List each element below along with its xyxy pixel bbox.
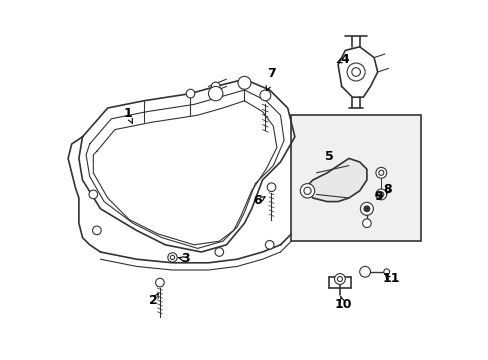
Circle shape bbox=[346, 63, 365, 81]
Circle shape bbox=[215, 248, 223, 256]
Circle shape bbox=[266, 183, 275, 192]
Circle shape bbox=[155, 278, 164, 287]
Circle shape bbox=[211, 82, 220, 91]
Circle shape bbox=[383, 269, 389, 275]
Circle shape bbox=[240, 78, 248, 87]
Text: 4: 4 bbox=[336, 53, 348, 66]
Circle shape bbox=[375, 189, 386, 200]
Text: 1: 1 bbox=[123, 107, 132, 123]
Circle shape bbox=[167, 253, 177, 262]
Circle shape bbox=[303, 187, 310, 194]
Circle shape bbox=[375, 167, 386, 178]
Circle shape bbox=[378, 170, 383, 175]
Text: 6: 6 bbox=[252, 194, 261, 207]
Circle shape bbox=[359, 266, 370, 277]
Text: 3: 3 bbox=[181, 252, 189, 265]
Circle shape bbox=[265, 240, 273, 249]
Polygon shape bbox=[305, 158, 366, 202]
Circle shape bbox=[334, 274, 345, 284]
Circle shape bbox=[208, 86, 223, 101]
Circle shape bbox=[89, 190, 98, 199]
Circle shape bbox=[378, 192, 383, 197]
Circle shape bbox=[260, 90, 270, 101]
Circle shape bbox=[337, 276, 342, 282]
Text: 10: 10 bbox=[334, 298, 351, 311]
Circle shape bbox=[300, 184, 314, 198]
Circle shape bbox=[170, 255, 174, 260]
Circle shape bbox=[186, 89, 194, 98]
Bar bbox=[291, 115, 420, 241]
Text: 5: 5 bbox=[324, 150, 333, 163]
Text: 9: 9 bbox=[373, 190, 382, 203]
Circle shape bbox=[363, 206, 369, 212]
Circle shape bbox=[351, 68, 360, 76]
Circle shape bbox=[360, 202, 373, 215]
Text: 7: 7 bbox=[266, 67, 275, 80]
Text: 11: 11 bbox=[382, 273, 399, 285]
Circle shape bbox=[238, 76, 250, 89]
Text: 2: 2 bbox=[149, 294, 158, 307]
Circle shape bbox=[92, 226, 101, 235]
Text: 8: 8 bbox=[383, 183, 391, 195]
Circle shape bbox=[362, 219, 370, 228]
